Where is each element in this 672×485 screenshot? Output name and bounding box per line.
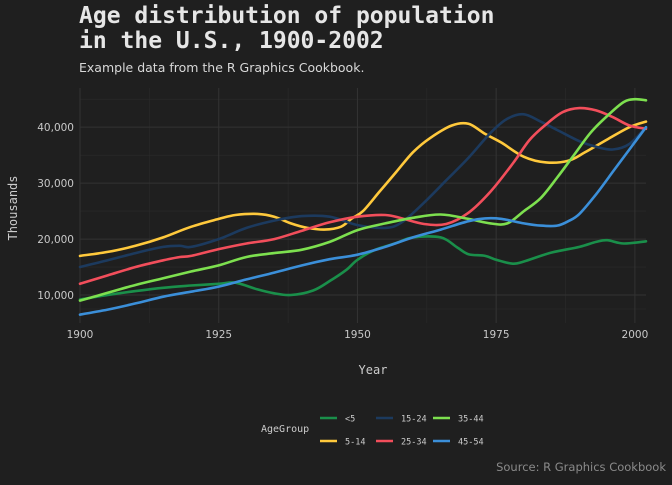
chart-subtitle: Example data from the R Graphics Cookboo… xyxy=(79,60,364,75)
chart-caption: Source: R Graphics Cookbook xyxy=(496,460,666,474)
legend-label: 45-54 xyxy=(458,438,484,448)
legend-title: AgeGroup xyxy=(261,424,309,435)
y-tick-label: 40,000 xyxy=(37,122,74,134)
y-tick-label: 20,000 xyxy=(37,234,74,246)
series-line-45-54 xyxy=(78,125,648,316)
y-axis-ticks: 10,000 20,000 30,000 40,000 xyxy=(37,122,74,302)
legend-label: 15-24 xyxy=(401,415,427,425)
x-tick-label: 1950 xyxy=(344,329,371,341)
grid xyxy=(79,88,646,323)
legend-label: 35-44 xyxy=(458,415,484,425)
legend: AgeGroup <5 5-14 15-24 25-34 35-44 45-54 xyxy=(261,415,484,448)
y-tick-label: 30,000 xyxy=(37,178,74,190)
series-line-5-14 xyxy=(78,120,648,258)
x-tick-label: 1975 xyxy=(483,329,510,341)
chart-title-line-1: Age distribution of population xyxy=(79,3,494,29)
series-line-35-44 xyxy=(78,97,648,302)
legend-label: <5 xyxy=(345,415,355,425)
series-line-25-34 xyxy=(78,106,648,286)
y-axis-label: Thousands xyxy=(6,175,20,240)
legend-label: 25-34 xyxy=(401,438,427,448)
x-tick-label: 1925 xyxy=(205,329,232,341)
chart-title-line-2: in the U.S., 1900-2002 xyxy=(79,28,384,54)
x-tick-label: 2000 xyxy=(622,329,649,341)
x-axis-ticks: 1900 1925 1950 1975 2000 xyxy=(67,329,649,341)
series-line-15-24 xyxy=(78,112,648,269)
legend-label: 5-14 xyxy=(345,438,365,448)
series-lines xyxy=(78,97,648,316)
y-tick-label: 10,000 xyxy=(37,290,74,302)
x-axis-label: Year xyxy=(359,363,388,377)
x-tick-label: 1900 xyxy=(67,329,94,341)
